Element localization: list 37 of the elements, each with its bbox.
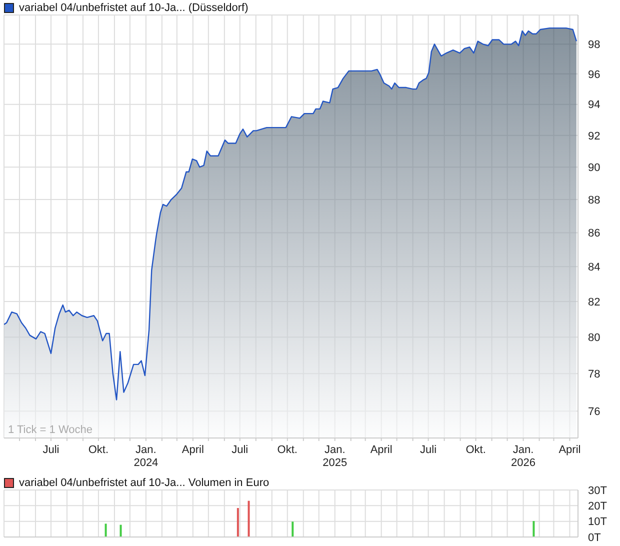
y-tick-label: 94: [588, 99, 600, 112]
y-tick-label: 80: [588, 332, 600, 344]
y-tick-label: 20T: [588, 500, 608, 513]
bar: [236, 508, 239, 537]
legend-label: variabel 04/unbefristet auf 10-Ja... (Düsseldorf): [18, 2, 248, 14]
x-tick-label: Jan. 2025: [322, 444, 348, 469]
x-tick-label: April: [558, 444, 581, 456]
y-tick-label: 98: [588, 39, 600, 52]
y-tick-label: 78: [588, 368, 600, 381]
y-tick-label: 10T: [588, 516, 608, 528]
y-tick-label: 90: [588, 162, 600, 174]
y-tick-label: 86: [588, 228, 600, 240]
x-tick-label: Okt.: [466, 444, 486, 456]
x-tick-label: Juli: [232, 444, 248, 456]
x-tick-label: Jan. 2026: [511, 444, 536, 469]
y-tick-label: 82: [588, 296, 600, 308]
annotation: 1 Tick = 1 Woche: [8, 424, 92, 436]
bar: [248, 500, 250, 537]
x-tick-label: Juli: [42, 444, 60, 456]
x-tick-label: Okt.: [88, 444, 109, 456]
y-tick-label: 84: [588, 262, 600, 274]
x-tick-label: Jan. 2024: [134, 444, 158, 469]
y-tick-label: 96: [588, 68, 600, 81]
y-tick-label: 0T: [588, 532, 602, 544]
y-tick-label: 88: [588, 194, 600, 206]
x-tick-label: April: [370, 444, 392, 456]
bar: [120, 524, 122, 537]
bar: [292, 522, 294, 537]
y-tick-label: 76: [588, 406, 600, 418]
x-tick-label: Juli: [420, 444, 437, 456]
bar: [104, 524, 107, 537]
x-tick-label: April: [182, 444, 204, 456]
bar: [532, 521, 535, 537]
y-tick-label: 30T: [588, 484, 608, 497]
x-tick-label: Okt.: [277, 444, 298, 456]
legend-label: variabel 04/unbefristet auf 10-Ja... Volumen in Euro: [18, 477, 270, 489]
y-tick-label: 92: [588, 130, 600, 142]
